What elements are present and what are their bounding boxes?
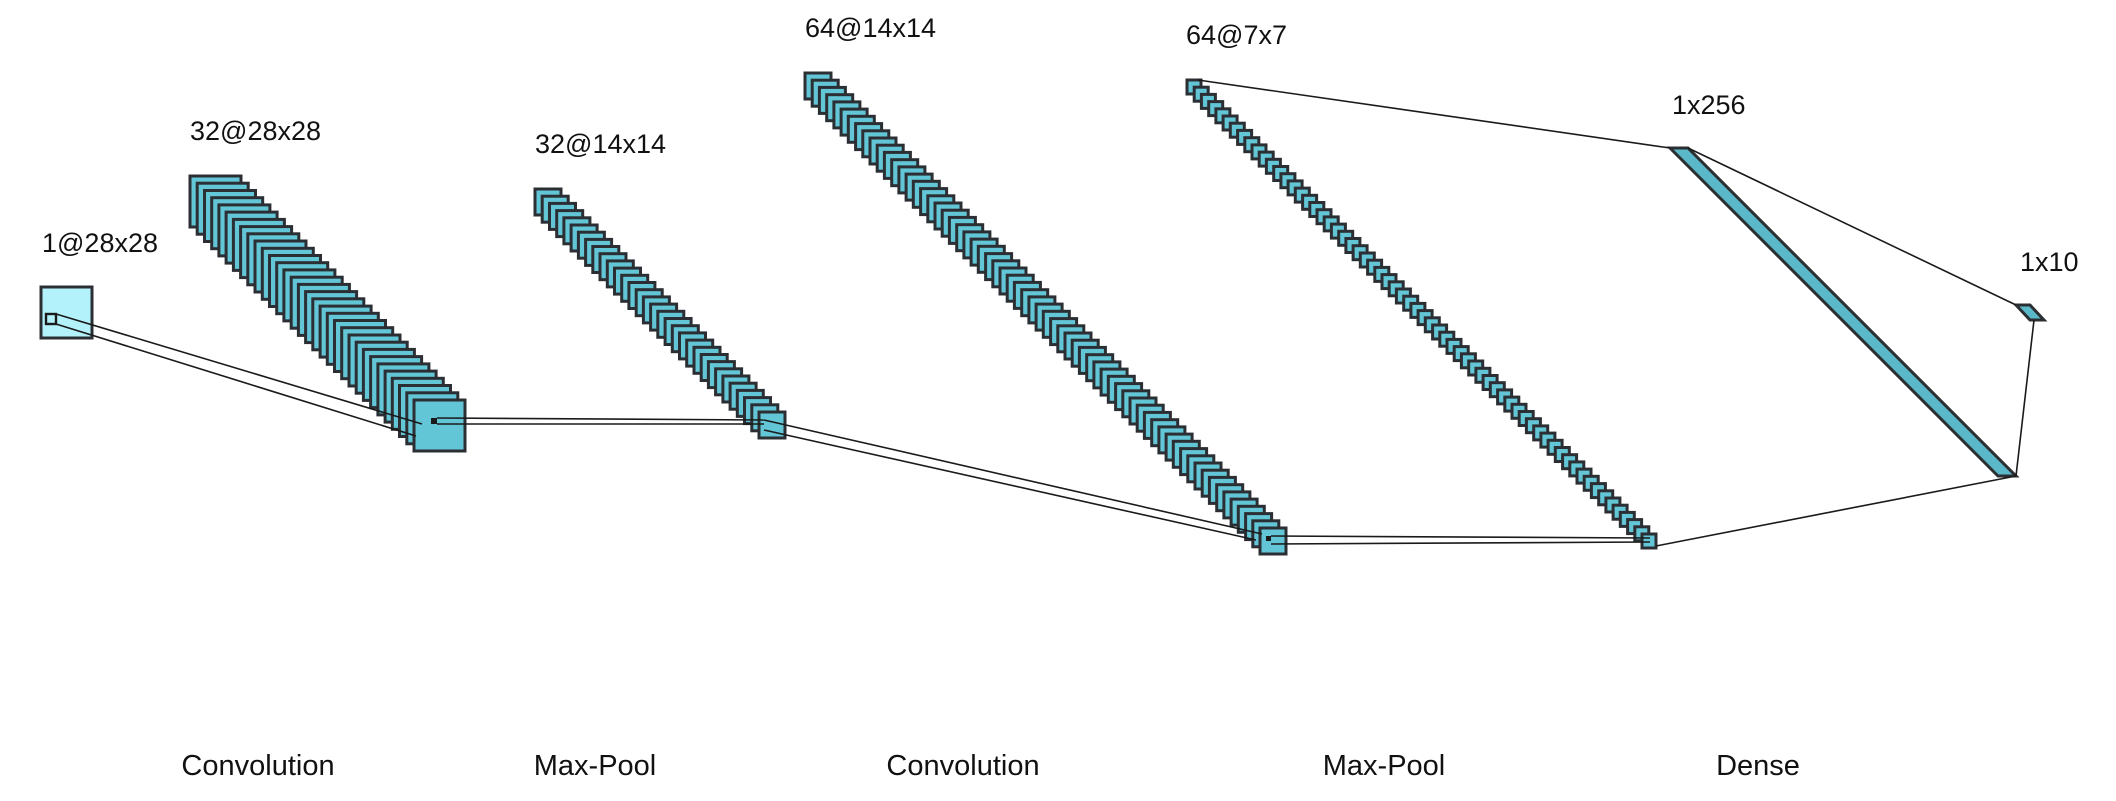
link-pool1-conv2-a [763,419,1263,535]
input-feature-map [39,285,94,340]
conv2-feature-map [1258,526,1288,556]
pool2-feature-map [1640,532,1658,550]
conv1-kernel-marker [431,418,437,424]
link-conv1-pool1-a [436,417,765,421]
link-input-conv1-a [55,313,423,425]
conv2-stack [803,71,1288,556]
pool1-stack [533,187,787,440]
conv2-kernel-marker [1266,536,1271,541]
link-conv2-pool2-b [1270,541,1651,545]
layer-label-pool1: 32@14x14 [535,129,666,159]
layer-label-dense256: 1x256 [1672,90,1746,120]
dense-layers [1666,146,2048,478]
layer-label-input: 1@28x28 [42,228,158,258]
link-pool2-dense-bottom [1655,475,2017,547]
connection-lines [44,79,2035,547]
link-conv2-pool2-a [1270,535,1651,539]
dense-10-layer [2012,303,2048,322]
conv1-stack [188,174,467,453]
layer-label-dense10: 1x10 [2020,247,2079,277]
link-pool2-dense-top [1197,79,1671,149]
input-stack [39,285,94,340]
link-input-conv1-b [55,323,417,437]
operation-labels: Convolution Max-Pool Convolution Max-Poo… [181,750,1799,782]
pool2-stack [1185,78,1658,550]
link-dense-output-top [1687,147,2017,306]
operation-label-pool2: Max-Pool [1323,750,1446,782]
conv1-feature-map [412,398,467,453]
operation-label-conv1: Convolution [181,750,334,782]
layer-labels: 1@28x28 32@28x28 32@14x14 64@14x14 64@7x… [42,13,2079,277]
link-pool1-conv2-b [763,429,1257,541]
operation-label-dense: Dense [1716,750,1800,782]
link-dense-output-bottom [2015,319,2035,477]
operation-label-pool1: Max-Pool [534,750,657,782]
layer-label-pool2: 64@7x7 [1186,20,1287,50]
layer-label-conv1: 32@28x28 [190,116,321,146]
layer-label-conv2: 64@14x14 [805,13,936,43]
dense-256-layer [1666,146,2020,478]
input-kernel-marker [44,312,58,326]
operation-label-conv2: Convolution [886,750,1039,782]
